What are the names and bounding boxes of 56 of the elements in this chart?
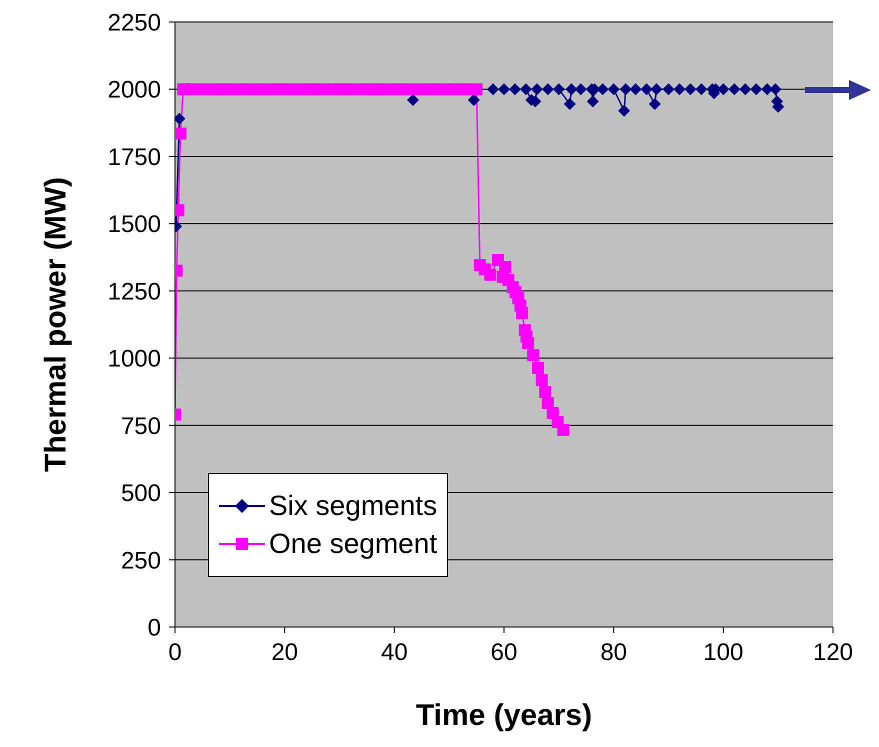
point bbox=[552, 83, 565, 96]
point bbox=[630, 83, 642, 96]
point bbox=[564, 98, 576, 110]
point bbox=[640, 83, 653, 96]
point bbox=[498, 83, 510, 96]
point bbox=[618, 104, 630, 117]
point bbox=[487, 83, 500, 96]
point bbox=[508, 83, 521, 96]
point bbox=[662, 83, 674, 96]
point bbox=[650, 83, 662, 96]
y-tick-label: 1750 bbox=[108, 144, 161, 171]
point bbox=[522, 337, 534, 350]
point bbox=[586, 95, 599, 108]
point bbox=[728, 83, 740, 96]
point bbox=[739, 83, 752, 96]
point bbox=[673, 83, 686, 96]
point bbox=[574, 83, 587, 96]
legend-label: Six segments bbox=[269, 490, 438, 522]
y-tick-label: 1250 bbox=[108, 278, 161, 306]
x-tick-label: 40 bbox=[380, 639, 408, 666]
y-tick-label: 1000 bbox=[108, 346, 161, 373]
x-tick-label: 20 bbox=[271, 639, 298, 666]
point bbox=[608, 83, 620, 96]
point bbox=[532, 362, 544, 374]
y-tick-label: 750 bbox=[120, 412, 161, 440]
point bbox=[520, 83, 532, 96]
point bbox=[468, 94, 480, 106]
y-tick-label: 0 bbox=[148, 614, 161, 642]
y-axis-title: Thermal power (MW) bbox=[40, 176, 73, 472]
x-tick-label: 120 bbox=[812, 639, 854, 666]
x-axis-title: Time (years) bbox=[416, 699, 592, 732]
point bbox=[750, 83, 762, 96]
point bbox=[557, 424, 570, 436]
y-tick-label: 500 bbox=[120, 480, 161, 508]
point bbox=[530, 83, 543, 96]
y-tick-label: 2000 bbox=[108, 76, 161, 104]
point bbox=[536, 374, 548, 386]
point bbox=[542, 83, 554, 96]
y-tick-label: 250 bbox=[120, 547, 161, 574]
x-tick-label: 0 bbox=[168, 639, 182, 666]
y-tick-label: 1500 bbox=[108, 211, 161, 238]
point bbox=[620, 83, 632, 96]
point bbox=[527, 349, 540, 362]
point bbox=[684, 83, 696, 96]
point bbox=[648, 98, 661, 110]
point bbox=[516, 306, 528, 319]
point bbox=[565, 83, 578, 96]
point bbox=[695, 83, 708, 96]
point bbox=[175, 128, 186, 140]
x-tick-label: 60 bbox=[490, 639, 518, 666]
x-tick-label: 80 bbox=[600, 639, 628, 666]
point bbox=[470, 83, 483, 96]
y-tick-label: 2250 bbox=[108, 10, 161, 37]
legend-label: One segment bbox=[269, 528, 438, 560]
x-tick-label: 100 bbox=[703, 639, 744, 666]
point bbox=[406, 94, 419, 106]
